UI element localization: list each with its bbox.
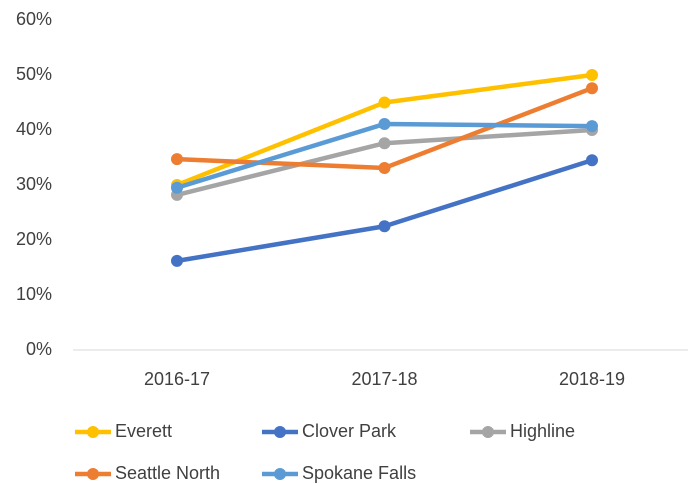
legend-label: Spokane Falls: [302, 463, 416, 483]
y-tick-label: 10%: [16, 284, 52, 304]
y-tick-label: 40%: [16, 119, 52, 139]
data-point: [171, 153, 183, 166]
data-point: [378, 96, 391, 109]
y-tick-label: 30%: [16, 174, 52, 194]
legend-label: Seattle North: [115, 463, 220, 483]
data-point: [378, 137, 391, 150]
data-point: [171, 181, 183, 194]
data-point: [586, 120, 598, 133]
x-tick-label: 2017-18: [351, 369, 417, 389]
legend-marker: [87, 426, 99, 438]
data-point: [586, 69, 598, 81]
data-point: [171, 254, 183, 267]
legend-label: Highline: [510, 421, 575, 441]
x-tick-label: 2018-19: [559, 369, 625, 389]
legend-marker: [274, 468, 286, 480]
series-line: [176, 158, 593, 264]
data-point: [378, 117, 391, 130]
legend-marker: [274, 426, 286, 438]
x-tick-label: 2016-17: [144, 369, 210, 389]
legend-marker: [482, 426, 494, 438]
y-tick-label: 0%: [26, 339, 52, 359]
y-tick-label: 20%: [16, 229, 52, 249]
y-tick-label: 50%: [16, 64, 52, 84]
data-point: [586, 154, 598, 167]
legend-marker: [87, 468, 99, 480]
data-point: [378, 220, 391, 233]
legend-label: Clover Park: [302, 421, 397, 441]
legend-label: Everett: [115, 421, 172, 441]
data-point: [586, 82, 598, 95]
data-point: [378, 161, 391, 174]
y-tick-label: 60%: [16, 9, 52, 29]
